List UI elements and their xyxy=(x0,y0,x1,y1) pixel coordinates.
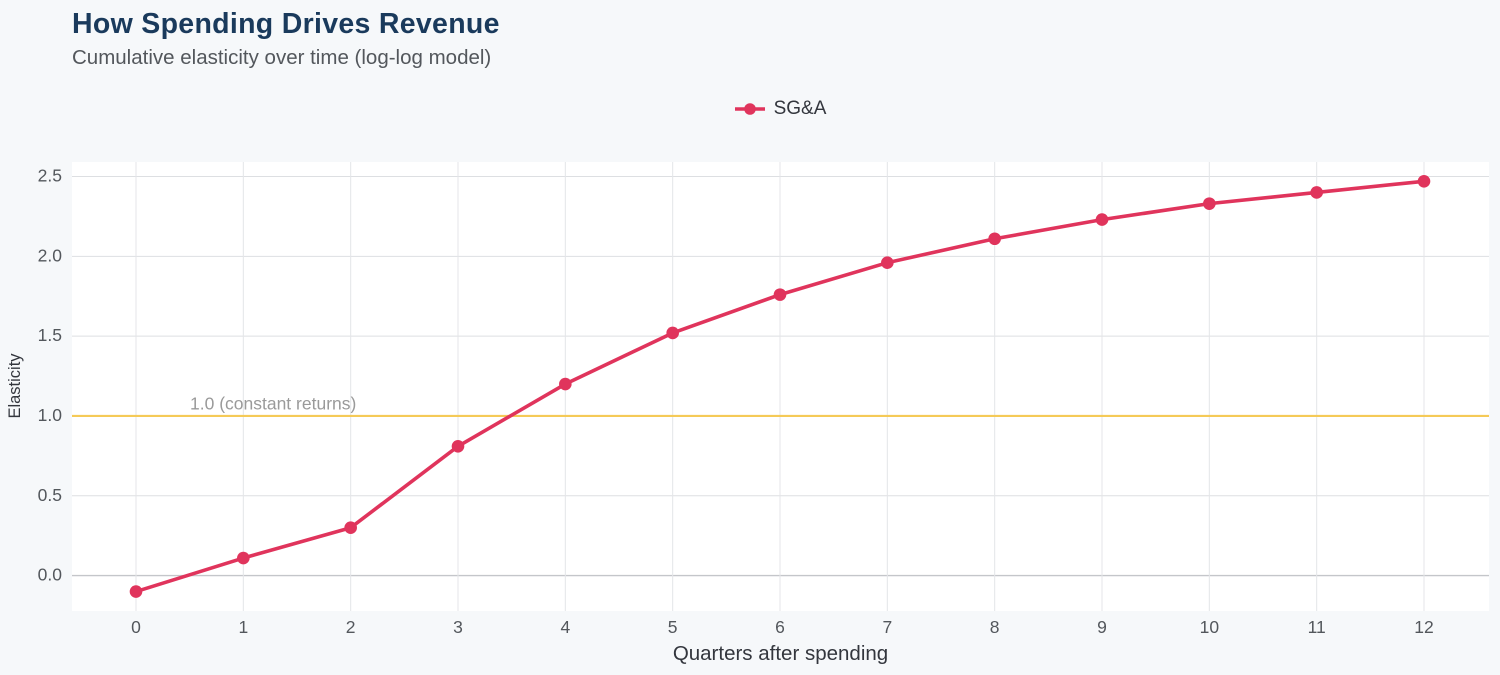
svg-text:5: 5 xyxy=(668,617,678,637)
svg-text:4: 4 xyxy=(560,617,570,637)
svg-text:3: 3 xyxy=(453,617,463,637)
svg-text:Quarters after spending: Quarters after spending xyxy=(673,642,888,665)
svg-text:9: 9 xyxy=(1097,617,1107,637)
svg-text:8: 8 xyxy=(990,617,1000,637)
svg-text:Elasticity: Elasticity xyxy=(6,353,24,419)
svg-text:1: 1 xyxy=(238,617,248,637)
svg-text:7: 7 xyxy=(882,617,892,637)
svg-text:1.5: 1.5 xyxy=(38,325,62,345)
svg-text:2: 2 xyxy=(346,617,356,637)
svg-text:6: 6 xyxy=(775,617,785,637)
svg-text:1.0 (constant returns): 1.0 (constant returns) xyxy=(190,394,356,414)
svg-text:0.5: 0.5 xyxy=(38,485,62,505)
svg-text:12: 12 xyxy=(1414,617,1433,637)
svg-text:0.0: 0.0 xyxy=(38,565,63,585)
svg-text:1.0: 1.0 xyxy=(38,405,63,425)
svg-text:0: 0 xyxy=(131,617,141,637)
svg-text:2.5: 2.5 xyxy=(38,166,62,186)
svg-text:11: 11 xyxy=(1308,617,1326,637)
svg-text:10: 10 xyxy=(1200,617,1220,637)
svg-text:2.0: 2.0 xyxy=(38,245,63,265)
